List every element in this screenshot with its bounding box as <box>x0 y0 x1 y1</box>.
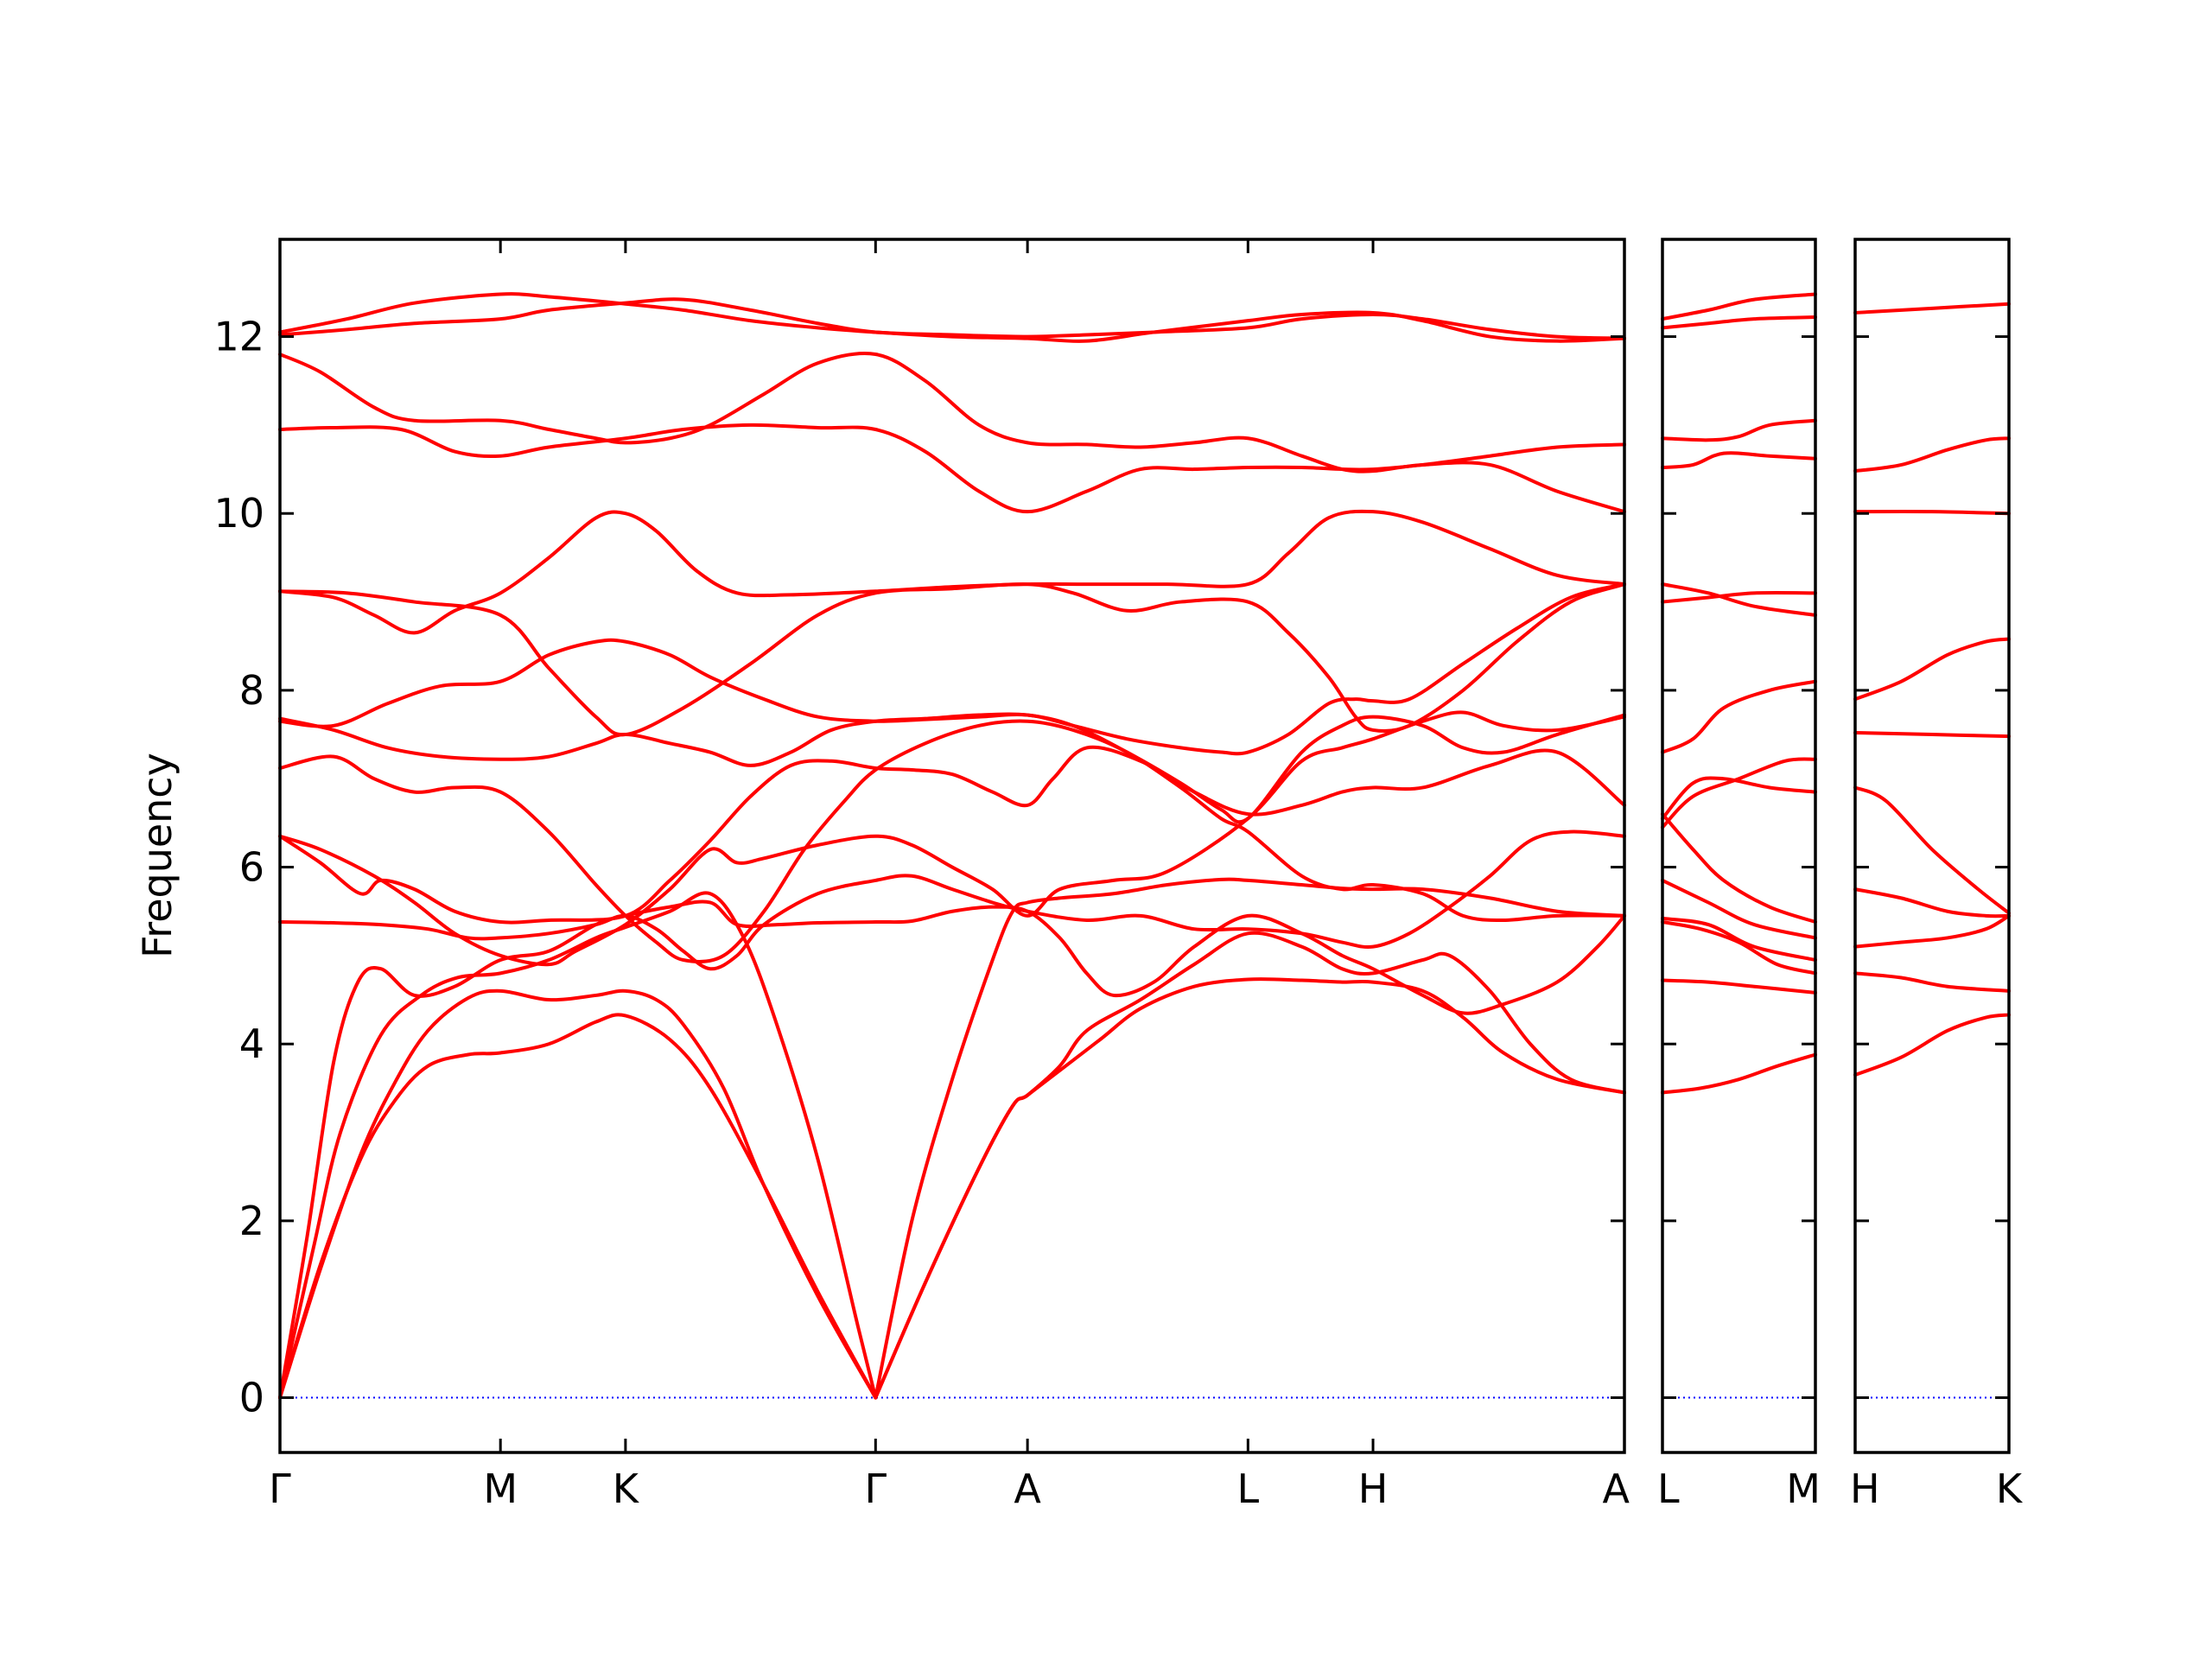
y-axis-title: Frequency <box>134 753 181 958</box>
band-line-p1-2 <box>278 931 1626 1400</box>
band-line-p1-12 <box>278 352 1626 514</box>
y-tick-label: 2 <box>239 1198 264 1244</box>
x-tick-label: A <box>1014 1465 1041 1512</box>
x-tick-label: K <box>1996 1465 2024 1512</box>
y-tick-label: 10 <box>213 490 264 537</box>
band-line-p2-12 <box>1661 418 1817 442</box>
band-line-p1-9 <box>278 582 1626 756</box>
x-tick-label: M <box>1786 1465 1821 1512</box>
band-line-p1-7 <box>278 719 1626 963</box>
band-line-p3-1 <box>1853 971 2011 993</box>
band-line-p1-3 <box>278 899 1626 1400</box>
band-line-p1-6 <box>278 745 1626 925</box>
x-tick-label: H <box>1358 1465 1389 1512</box>
band-line-p1-0 <box>278 877 1626 1400</box>
band-line-p2-4 <box>1661 878 1817 940</box>
x-tick-label: Γ <box>269 1465 291 1512</box>
band-line-p3-8 <box>1853 436 2011 474</box>
band-line-p2-14 <box>1661 292 1817 321</box>
y-tick-label: 4 <box>239 1020 264 1067</box>
y-tick-label: 6 <box>239 844 264 891</box>
band-line-p1-15 <box>278 297 1626 340</box>
axes-frame <box>278 238 1626 1454</box>
band-line-p1-8 <box>278 712 1626 824</box>
band-line-p2-13 <box>1661 315 1817 330</box>
band-line-p3-0 <box>1853 1013 2011 1077</box>
band-line-p1-11 <box>278 582 1626 737</box>
band-line-p1-13 <box>278 423 1626 514</box>
axes-frame <box>1853 238 2011 1454</box>
band-line-p3-6 <box>1853 637 2011 702</box>
x-tick-label: H <box>1850 1465 1880 1512</box>
x-tick-label: L <box>1236 1465 1259 1512</box>
x-tick-label: L <box>1657 1465 1680 1512</box>
band-line-p2-1 <box>1661 978 1817 995</box>
band-line-p2-11 <box>1661 451 1817 470</box>
y-tick-label: 8 <box>239 667 264 714</box>
y-tick-label: 12 <box>213 314 264 360</box>
band-line-p2-2 <box>1661 920 1817 976</box>
band-line-p2-0 <box>1661 1052 1817 1095</box>
band-line-p3-3 <box>1853 887 2011 918</box>
band-line-p3-9 <box>1853 302 2011 315</box>
band-line-p2-7 <box>1661 757 1817 830</box>
y-tick-label: 0 <box>239 1375 264 1421</box>
band-line-p2-9 <box>1661 590 1817 604</box>
band-line-p1-10 <box>278 509 1626 635</box>
band-line-p1-1 <box>278 977 1626 1400</box>
band-line-p1-4 <box>278 830 1626 971</box>
band-line-p2-5 <box>1661 812 1817 925</box>
band-line-p2-3 <box>1661 916 1817 963</box>
panel-p1: 0 2 4 6 8 10 12 Γ M K Γ A L H A <box>213 238 1630 1512</box>
band-line-p3-5 <box>1853 731 2011 739</box>
axes-frame <box>1661 238 1817 1454</box>
band-line-p3-7 <box>1853 510 2011 516</box>
band-line-p2-8 <box>1661 679 1817 754</box>
x-tick-label: A <box>1603 1465 1630 1512</box>
band-line-p2-10 <box>1661 582 1817 617</box>
x-tick-label: M <box>483 1465 518 1512</box>
x-tick-label: K <box>613 1465 640 1512</box>
band-line-p3-4 <box>1853 785 2011 915</box>
band-line-p1-5 <box>278 710 1626 967</box>
x-tick-label: Γ <box>864 1465 887 1512</box>
band-line-p2-6 <box>1661 776 1817 821</box>
band-line-p3-2 <box>1853 913 2011 949</box>
